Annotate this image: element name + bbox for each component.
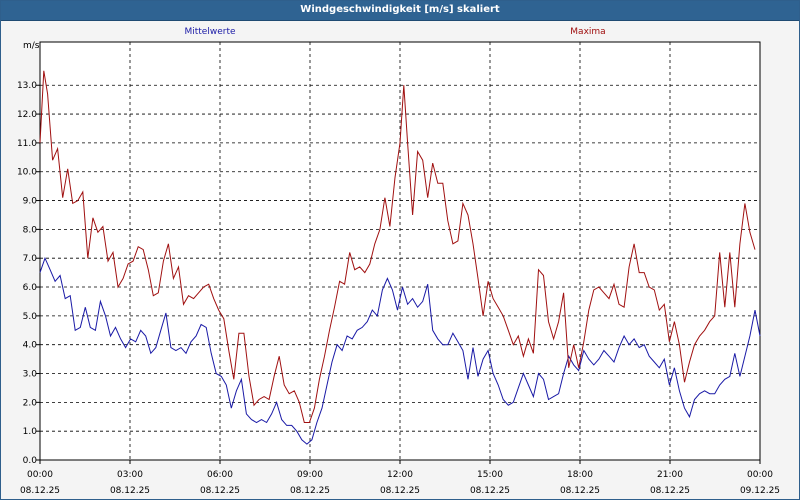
window-title: Windgeschwindigkeit [m/s] skaliert	[300, 4, 500, 15]
x-tick-date: 08.12.25	[290, 486, 330, 496]
y-tick-label: 7.0	[23, 254, 38, 264]
y-tick-label: 2.0	[23, 398, 38, 408]
x-tick-time: 18:00	[567, 470, 593, 480]
x-tick-time: 21:00	[657, 470, 683, 480]
x-tick-time: 09:00	[297, 470, 323, 480]
x-tick-date: 08.12.25	[110, 486, 150, 496]
x-tick-date: 08.12.25	[470, 486, 510, 496]
x-tick-date: 08.12.25	[650, 486, 690, 496]
y-tick-label: 11.0	[17, 139, 37, 149]
x-tick-time: 12:00	[387, 470, 413, 480]
legend-entry-maxima: Maxima	[570, 27, 605, 37]
y-tick-label: 9.0	[23, 197, 38, 207]
x-tick-time: 00:00	[747, 470, 773, 480]
legend-entry-mittelwerte: Mittelwerte	[184, 27, 235, 37]
x-tick-date: 08.12.25	[560, 486, 600, 496]
y-tick-label: 8.0	[23, 225, 38, 235]
y-tick-label: 0.0	[23, 456, 38, 466]
series-line-maxima	[39, 70, 756, 423]
y-tick-label: 3.0	[23, 370, 38, 380]
y-tick-label: 10.0	[17, 168, 37, 178]
title-bar: Windgeschwindigkeit [m/s] skaliert	[1, 1, 799, 21]
y-tick-label: 5.0	[23, 312, 38, 322]
y-axis-label: m/s	[23, 41, 40, 51]
x-tick-date: 08.12.25	[20, 486, 60, 496]
x-tick-time: 06:00	[207, 470, 233, 480]
y-tick-label: 13.0	[17, 81, 37, 91]
y-tick-label: 1.0	[23, 427, 38, 437]
x-tick-date: 09.12.25	[740, 486, 780, 496]
x-tick-date: 08.12.25	[380, 486, 420, 496]
y-tick-label: 12.0	[17, 110, 37, 120]
x-tick-time: 03:00	[117, 470, 143, 480]
series-line-mittelwerte	[39, 256, 761, 445]
x-tick-time: 00:00	[27, 470, 53, 480]
y-tick-label: 6.0	[23, 283, 38, 293]
x-tick-date: 08.12.25	[200, 486, 240, 496]
x-tick-time: 15:00	[477, 470, 503, 480]
y-tick-label: 4.0	[23, 341, 38, 351]
